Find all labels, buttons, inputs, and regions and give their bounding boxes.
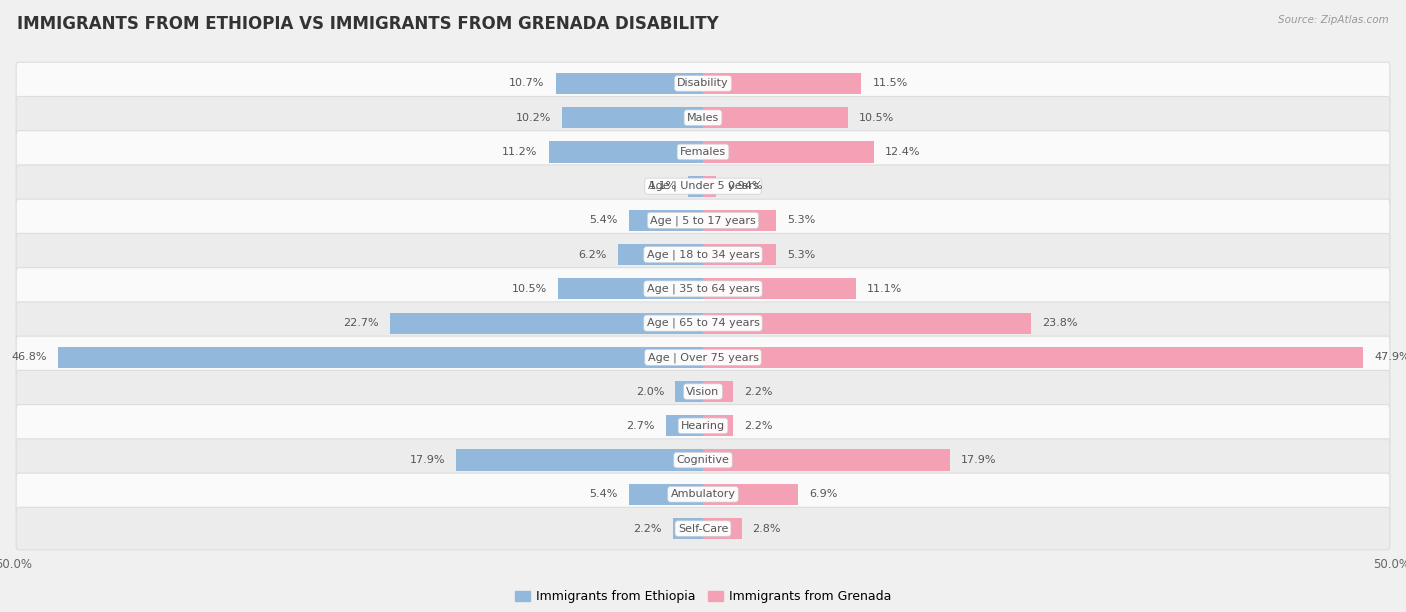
Bar [703,73,862,94]
Text: 2.8%: 2.8% [752,523,782,534]
Text: 11.1%: 11.1% [868,284,903,294]
Bar [703,449,949,471]
Text: 6.9%: 6.9% [808,490,838,499]
Bar [703,518,741,539]
Text: Cognitive: Cognitive [676,455,730,465]
FancyBboxPatch shape [15,405,1391,447]
Bar [703,210,776,231]
Bar [703,415,734,436]
Text: Disability: Disability [678,78,728,89]
Text: 2.7%: 2.7% [626,421,655,431]
Text: 22.7%: 22.7% [343,318,380,328]
Bar [58,347,703,368]
Text: 5.4%: 5.4% [589,490,617,499]
Text: 5.3%: 5.3% [787,215,815,225]
Text: 10.5%: 10.5% [512,284,547,294]
Bar [703,347,1362,368]
FancyBboxPatch shape [15,131,1391,173]
Text: 2.2%: 2.2% [633,523,662,534]
Bar [703,141,875,163]
Text: Ambulatory: Ambulatory [671,490,735,499]
FancyBboxPatch shape [15,233,1391,276]
Text: 12.4%: 12.4% [884,147,921,157]
Text: 47.9%: 47.9% [1374,353,1406,362]
Legend: Immigrants from Ethiopia, Immigrants from Grenada: Immigrants from Ethiopia, Immigrants fro… [509,585,897,608]
FancyBboxPatch shape [15,62,1391,105]
Bar [703,278,856,299]
Bar [703,381,734,402]
Text: Age | 5 to 17 years: Age | 5 to 17 years [650,215,756,226]
Text: 2.2%: 2.2% [744,421,773,431]
Text: Source: ZipAtlas.com: Source: ZipAtlas.com [1278,15,1389,25]
Text: Self-Care: Self-Care [678,523,728,534]
Text: IMMIGRANTS FROM ETHIOPIA VS IMMIGRANTS FROM GRENADA DISABILITY: IMMIGRANTS FROM ETHIOPIA VS IMMIGRANTS F… [17,15,718,33]
Text: 2.0%: 2.0% [636,387,665,397]
FancyBboxPatch shape [15,302,1391,345]
FancyBboxPatch shape [15,267,1391,310]
Text: 5.4%: 5.4% [589,215,617,225]
FancyBboxPatch shape [15,165,1391,207]
Text: Age | 35 to 64 years: Age | 35 to 64 years [647,283,759,294]
Text: Males: Males [688,113,718,122]
Text: 17.9%: 17.9% [409,455,446,465]
Text: 11.2%: 11.2% [502,147,537,157]
Bar [555,73,703,94]
FancyBboxPatch shape [15,473,1391,515]
Bar [628,210,703,231]
Text: 10.7%: 10.7% [509,78,544,89]
FancyBboxPatch shape [15,199,1391,242]
Bar [558,278,703,299]
Bar [672,518,703,539]
Bar [703,176,716,197]
Bar [703,107,848,129]
Bar [391,313,703,334]
Text: 23.8%: 23.8% [1042,318,1077,328]
FancyBboxPatch shape [15,507,1391,550]
Text: 10.2%: 10.2% [516,113,551,122]
FancyBboxPatch shape [15,370,1391,413]
Bar [703,483,799,505]
Bar [562,107,703,129]
Bar [617,244,703,265]
Text: Age | Over 75 years: Age | Over 75 years [648,352,758,362]
Text: 5.3%: 5.3% [787,250,815,259]
Text: Age | 18 to 34 years: Age | 18 to 34 years [647,250,759,260]
Text: 10.5%: 10.5% [859,113,894,122]
Text: 6.2%: 6.2% [578,250,606,259]
FancyBboxPatch shape [15,97,1391,139]
Bar [457,449,703,471]
Text: Females: Females [681,147,725,157]
Bar [703,313,1031,334]
Text: 11.5%: 11.5% [873,78,908,89]
Text: 46.8%: 46.8% [11,353,48,362]
Bar [628,483,703,505]
Text: 17.9%: 17.9% [960,455,997,465]
Text: Age | Under 5 years: Age | Under 5 years [648,181,758,192]
Bar [666,415,703,436]
Text: Hearing: Hearing [681,421,725,431]
Bar [688,176,703,197]
Bar [548,141,703,163]
Bar [675,381,703,402]
Text: 1.1%: 1.1% [648,181,676,191]
Text: Vision: Vision [686,387,720,397]
FancyBboxPatch shape [15,439,1391,481]
Bar [703,244,776,265]
Text: Age | 65 to 74 years: Age | 65 to 74 years [647,318,759,329]
Text: 0.94%: 0.94% [727,181,762,191]
FancyBboxPatch shape [15,336,1391,379]
Text: 2.2%: 2.2% [744,387,773,397]
